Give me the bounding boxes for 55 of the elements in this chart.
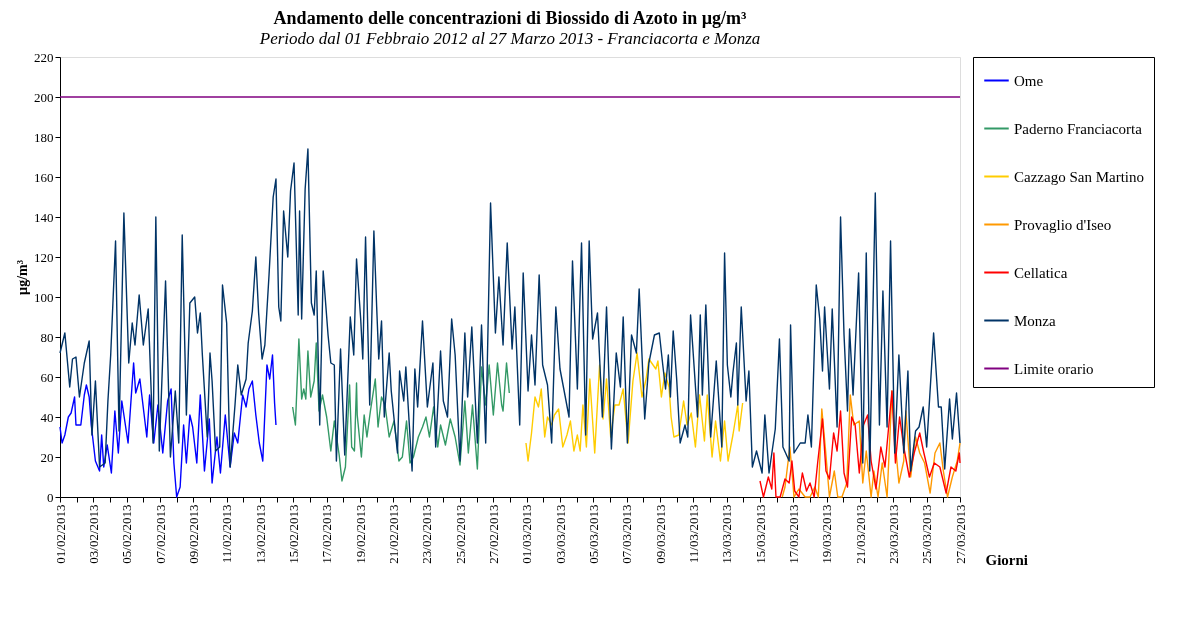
y-tick-label: 220 xyxy=(34,49,54,65)
x-tick-label: 23/03/2013 xyxy=(885,504,901,564)
x-tick-label: 27/03/2013 xyxy=(952,504,968,564)
x-tick-label: 07/02/2013 xyxy=(152,504,168,564)
x-tick-label: 25/02/2013 xyxy=(452,504,468,564)
y-tick-label: 40 xyxy=(40,409,54,425)
y-axis-title: µg/m³ xyxy=(15,260,30,295)
x-tick-label: 15/02/2013 xyxy=(285,504,301,564)
x-tick-label: 13/02/2013 xyxy=(252,504,268,564)
x-tick-label: 21/02/2013 xyxy=(385,504,401,564)
x-tick-label: 01/02/2013 xyxy=(52,504,68,564)
legend-label: Cazzago San Martino xyxy=(1014,168,1144,185)
y-tick-label: 180 xyxy=(34,129,54,145)
x-tick-label: 27/02/2013 xyxy=(485,504,501,564)
line-series xyxy=(525,352,744,462)
chart-subtitle: Periodo dal 01 Febbraio 2012 al 27 Marzo 2013 - Franciacorta e Monza xyxy=(258,29,761,48)
x-tick-label: 03/02/2013 xyxy=(85,504,101,564)
y-tick-label: 20 xyxy=(40,449,54,465)
x-tick-label: 21/03/2013 xyxy=(852,504,868,564)
x-tick-label: 11/03/2013 xyxy=(685,504,701,564)
x-tick-label: 15/03/2013 xyxy=(752,504,768,564)
legend-label: Monza xyxy=(1014,312,1056,329)
x-tick-label: 07/03/2013 xyxy=(619,504,635,564)
x-tick-label: 17/02/2013 xyxy=(319,504,335,564)
x-tick-label: 13/03/2013 xyxy=(719,504,735,564)
x-tick-label: 09/03/2013 xyxy=(652,504,668,564)
chart-title: Andamento delle concentrazioni di Biossido di Azoto in µg/m³ xyxy=(273,8,747,28)
y-tick-label: 60 xyxy=(40,369,54,385)
x-tick-label: 01/03/2013 xyxy=(519,504,535,564)
x-tick-label: 11/02/2013 xyxy=(219,504,235,564)
y-tick-label: 100 xyxy=(34,289,54,305)
x-tick-label: 19/03/2013 xyxy=(819,504,835,564)
x-tick-label: 19/02/2013 xyxy=(352,504,368,564)
x-tick-label: 25/03/2013 xyxy=(919,504,935,564)
y-tick-label: 0 xyxy=(47,489,54,505)
y-tick-label: 160 xyxy=(34,169,54,185)
x-tick-label: 23/02/2013 xyxy=(419,504,435,564)
y-tick-label: 200 xyxy=(34,89,54,105)
y-tick-label: 120 xyxy=(34,249,54,265)
x-tick-label: 03/03/2013 xyxy=(552,504,568,564)
line-series xyxy=(59,354,277,498)
legend-label: Limite orario xyxy=(1014,360,1094,377)
x-axis-title: Giorni xyxy=(985,551,1029,568)
y-tick-label: 140 xyxy=(34,209,54,225)
line-series xyxy=(291,338,511,482)
x-tick-label: 05/03/2013 xyxy=(585,504,601,564)
legend-label: Provaglio d'Iseo xyxy=(1014,216,1112,233)
line-series xyxy=(59,148,961,474)
legend-label: Cellatica xyxy=(1014,264,1068,281)
legend-label: Paderno Franciacorta xyxy=(1014,120,1143,137)
x-tick-label: 05/02/2013 xyxy=(119,504,135,564)
x-tick-label: 17/03/2013 xyxy=(785,504,801,564)
legend-label: Ome xyxy=(1014,72,1044,89)
y-tick-label: 80 xyxy=(40,329,54,345)
x-tick-label: 09/02/2013 xyxy=(185,504,201,564)
